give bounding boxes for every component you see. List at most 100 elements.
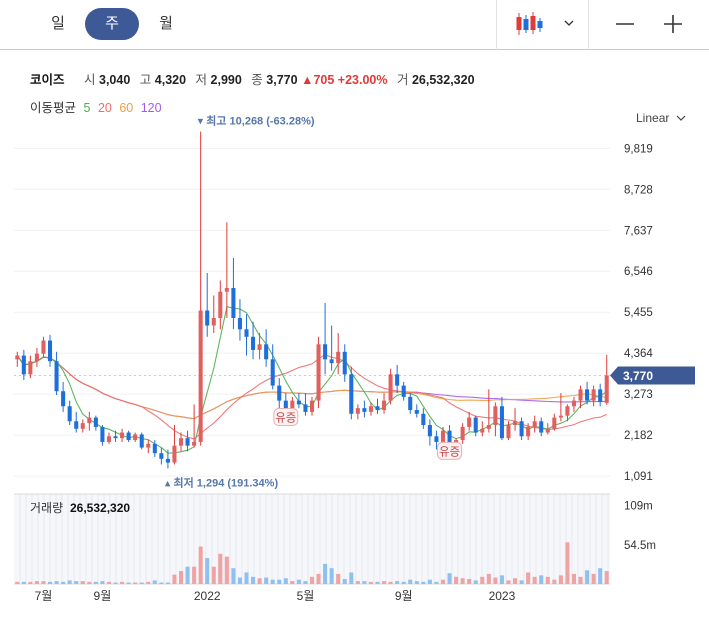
zoom-in-button[interactable] bbox=[660, 10, 686, 38]
volume-bar bbox=[368, 581, 373, 584]
volume-bar bbox=[54, 581, 59, 584]
candle-body bbox=[526, 426, 531, 437]
volume-value: 26,532,320 bbox=[411, 73, 475, 87]
volume-bar bbox=[499, 575, 504, 584]
volume-bar bbox=[382, 581, 387, 584]
volume-bar bbox=[316, 573, 321, 584]
volume-bar bbox=[552, 579, 557, 584]
volume-bar bbox=[41, 581, 46, 584]
quote-summary: 코이즈 시 3,040 고 4,320 저 2,990 종 3,770 ▲705… bbox=[30, 69, 475, 88]
volume-bar bbox=[486, 573, 491, 584]
candle-body bbox=[178, 438, 184, 446]
candle-body bbox=[192, 441, 197, 446]
minus-icon bbox=[616, 23, 634, 25]
candle-body bbox=[205, 310, 210, 326]
candle-body bbox=[61, 391, 66, 407]
chevron-down-icon bbox=[564, 20, 574, 26]
volume-panel-value: 26,532,320 bbox=[70, 501, 130, 515]
change-percent: +23.00% bbox=[337, 73, 388, 87]
close-label: 종 bbox=[251, 73, 263, 87]
volume-bar bbox=[526, 572, 531, 584]
price-axis-label: 6,546 bbox=[624, 266, 653, 278]
scale-selector[interactable]: Linear bbox=[636, 111, 686, 125]
high-label: 고 bbox=[139, 73, 152, 87]
volume-bar bbox=[270, 579, 275, 584]
toolbar-divider bbox=[588, 0, 589, 50]
volume-bar bbox=[178, 571, 184, 584]
candle-body bbox=[257, 344, 262, 350]
tab-daily[interactable]: 일 bbox=[51, 15, 65, 32]
candle-body bbox=[388, 374, 393, 401]
volume-bar bbox=[565, 542, 570, 584]
volume-bar bbox=[440, 579, 446, 584]
tab-monthly[interactable]: 월 bbox=[159, 15, 173, 32]
volume-bar bbox=[427, 579, 432, 584]
candle-body bbox=[224, 287, 229, 292]
x-axis-label: 9월 bbox=[94, 589, 112, 603]
candle-body bbox=[172, 445, 177, 463]
volume-bar bbox=[323, 563, 328, 584]
volume-bar bbox=[159, 582, 164, 584]
volume-bar bbox=[290, 581, 295, 584]
candle-body bbox=[329, 359, 334, 364]
candle-body bbox=[578, 389, 583, 401]
volume-bar bbox=[133, 582, 138, 584]
candle-body bbox=[296, 400, 301, 405]
candle-body bbox=[146, 443, 151, 448]
candlestick-icon bbox=[516, 12, 543, 35]
event-label: 유증 bbox=[275, 412, 296, 425]
volume-bar bbox=[257, 578, 262, 584]
volume-bar bbox=[604, 571, 609, 584]
volume-bar bbox=[165, 582, 170, 584]
zoom-out-button[interactable] bbox=[612, 10, 638, 38]
volume-bar bbox=[421, 581, 426, 584]
candle-body bbox=[264, 344, 269, 360]
high-annotation: ▾ 최고 10,268 (-63.28%) bbox=[198, 113, 315, 127]
candle-body bbox=[251, 336, 256, 350]
top-toolbar: 일 주 월 bbox=[0, 0, 709, 50]
volume-bar bbox=[277, 579, 282, 584]
volume-bar bbox=[401, 581, 406, 584]
tab-weekly[interactable]: 주 bbox=[85, 8, 139, 40]
volume-bar bbox=[454, 576, 459, 584]
candle-body bbox=[604, 375, 609, 403]
volume-bar bbox=[473, 580, 478, 584]
candle-body bbox=[480, 428, 485, 433]
moving-average-legend[interactable]: 이동평균 5 20 60 120 bbox=[30, 97, 166, 116]
candle-body bbox=[47, 340, 53, 362]
candle-body bbox=[401, 385, 406, 397]
volume-bar bbox=[571, 573, 577, 584]
volume-label: 거 bbox=[396, 73, 409, 87]
volume-bar bbox=[296, 579, 301, 584]
candle-body bbox=[139, 434, 144, 448]
event-marker bbox=[273, 408, 299, 427]
volume-bar bbox=[283, 578, 288, 584]
volume-bar bbox=[408, 579, 413, 584]
price-axis-label: 8,728 bbox=[624, 184, 653, 196]
candle-body bbox=[336, 351, 341, 364]
volume-bar bbox=[67, 580, 72, 584]
volume-bar bbox=[87, 581, 92, 584]
x-axis-label: 2023 bbox=[489, 589, 516, 603]
volume-bar bbox=[218, 553, 223, 584]
volume-bar bbox=[61, 581, 66, 584]
volume-bar bbox=[375, 581, 380, 584]
candle-body bbox=[440, 430, 446, 442]
volume-bar bbox=[362, 581, 367, 584]
volume-bar bbox=[264, 577, 269, 584]
chart-type-button[interactable] bbox=[512, 10, 546, 38]
volume-bar bbox=[460, 578, 465, 584]
plus-icon bbox=[664, 15, 682, 33]
volume-panel-title: 거래량 bbox=[30, 501, 63, 515]
chart-type-dropdown[interactable] bbox=[560, 10, 578, 38]
candle-body bbox=[54, 361, 59, 392]
ma-120-label: 120 bbox=[140, 101, 162, 115]
volume-bar bbox=[434, 581, 439, 584]
volume-bar bbox=[198, 546, 203, 584]
candle-body bbox=[513, 421, 518, 426]
candle-body bbox=[349, 374, 354, 414]
volume-bar bbox=[237, 577, 242, 584]
volume-bar bbox=[251, 576, 256, 584]
volume-bar bbox=[192, 566, 197, 584]
